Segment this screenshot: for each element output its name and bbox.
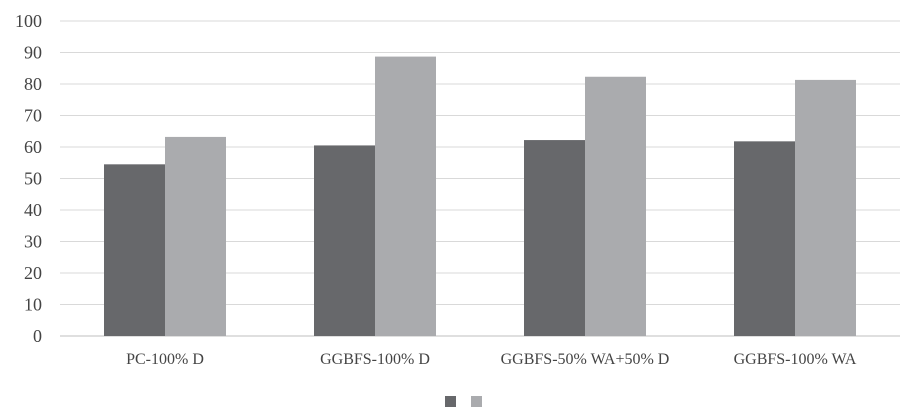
bar-series-2-2: [375, 56, 436, 336]
y-tick-label: 80: [24, 74, 42, 94]
y-tick-label: 40: [24, 200, 42, 220]
bar-series-2-3: [585, 76, 646, 336]
y-tick-label: 100: [15, 11, 42, 31]
y-tick-label: 50: [24, 169, 42, 189]
bar-series-1-2: [314, 145, 375, 336]
legend-swatch-series-1: [445, 396, 456, 407]
x-category-label: GGBFS-100% WA: [734, 351, 857, 368]
x-axis-category-labels: PC-100% D GGBFS-100% D GGBFS-50% WA+50% D G…: [126, 351, 857, 368]
bar-series-1-4: [734, 141, 795, 336]
x-category-label: PC-100% D: [126, 351, 204, 368]
y-axis-tick-labels: 0 10 20 30 40 50 60 70 80 90 100: [15, 11, 42, 346]
legend-swatch-series-2: [471, 396, 482, 407]
y-tick-label: 70: [24, 106, 42, 126]
x-category-label: GGBFS-100% D: [320, 351, 430, 368]
bars: [104, 56, 856, 336]
bar-series-1-3: [524, 140, 585, 336]
y-tick-label: 20: [24, 263, 42, 283]
bar-series-2-4: [795, 79, 856, 336]
x-category-label: GGBFS-50% WA+50% D: [501, 351, 670, 368]
y-tick-label: 0: [33, 326, 42, 346]
bar-series-2-1: [165, 136, 226, 336]
bar-series-1-1: [104, 164, 165, 336]
y-tick-label: 90: [24, 43, 42, 63]
y-tick-label: 30: [24, 232, 42, 252]
y-tick-label: 10: [24, 295, 42, 315]
y-tick-label: 60: [24, 137, 42, 157]
legend: [445, 396, 482, 407]
